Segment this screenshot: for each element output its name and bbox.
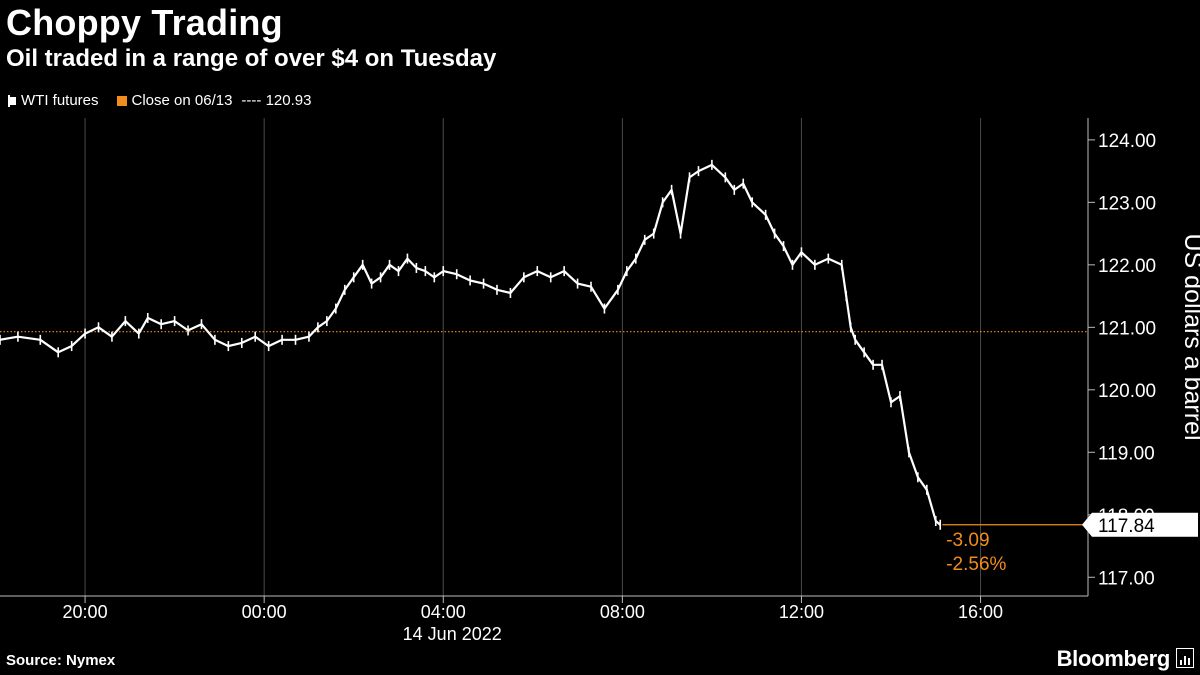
source-note: Source: Nymex	[6, 652, 116, 669]
axes	[0, 118, 1095, 603]
legend-label-wti: WTI futures	[21, 92, 99, 109]
last-value-pointer	[1082, 512, 1092, 537]
chart-title: Choppy Trading	[6, 2, 283, 43]
bloomberg-logo-icon	[1176, 648, 1194, 668]
legend-item-close: Close on 06/13 ---- 120.93	[116, 92, 312, 109]
y-tick-label: 120.00	[1098, 381, 1156, 402]
legend-close-value: ---- 120.93	[241, 92, 312, 109]
change-value-label: -3.09	[946, 530, 989, 551]
x-tick-label: 12:00	[779, 602, 824, 622]
y-tick-label: 123.00	[1098, 193, 1156, 214]
last-value-label: 117.84	[1098, 516, 1155, 537]
brand-wordmark: Bloomberg	[1056, 646, 1171, 671]
change-pct-label: -2.56%	[946, 554, 1006, 575]
x-tick-label: 00:00	[242, 602, 287, 622]
orange-square-icon	[116, 95, 127, 106]
y-tick-label: 121.00	[1098, 318, 1156, 339]
grid-lines	[84, 118, 982, 596]
y-tick-label: 124.00	[1098, 131, 1156, 152]
x-tick-label: 04:00	[421, 602, 466, 622]
x-tick-label: 08:00	[600, 602, 645, 622]
y-tick-label: 119.00	[1098, 443, 1155, 464]
legend: WTI futures Close on 06/13 ---- 120.93	[6, 92, 311, 109]
last-value-box	[1092, 512, 1198, 537]
x-axis-label: 14 Jun 2022	[403, 624, 502, 644]
x-tick-label: 20:00	[63, 602, 108, 622]
y-tick-label: 122.00	[1098, 256, 1156, 277]
ohlc-icon	[6, 94, 16, 107]
chart-subtitle: Oil traded in a range of over $4 on Tues…	[6, 45, 497, 72]
plot-area	[0, 159, 1088, 530]
y-axis-title: US dollars a barrel	[1179, 233, 1200, 440]
legend-label-close: Close on 06/13	[131, 92, 233, 109]
chart-labels: 20:00 00:00 04:00 08:00 12:00 16:00 14 Jun 202…	[63, 131, 1200, 644]
x-tick-label: 16:00	[958, 602, 1003, 622]
legend-item-wti: WTI futures	[6, 92, 99, 109]
y-tick-label: 117.00	[1098, 568, 1155, 589]
wti-series-line	[0, 163, 941, 526]
